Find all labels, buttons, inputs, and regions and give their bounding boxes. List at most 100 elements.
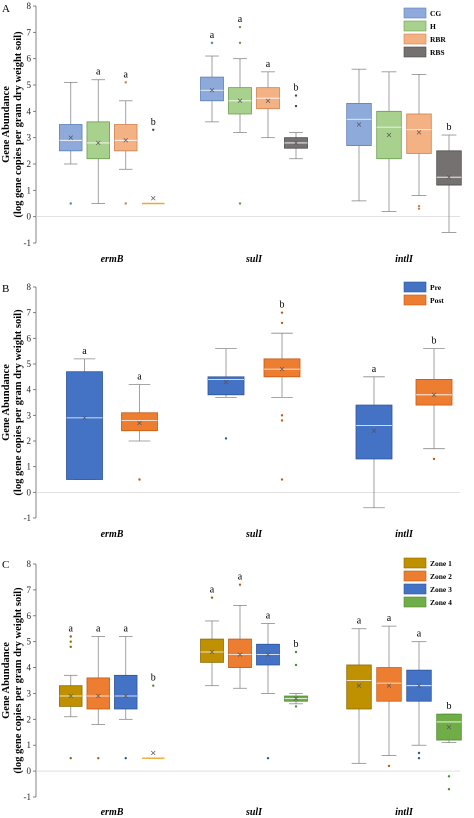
legend-label: RBS bbox=[430, 48, 445, 57]
legend-label: Post bbox=[430, 296, 444, 305]
significance-letter: a bbox=[69, 623, 74, 634]
mean-marker bbox=[371, 428, 377, 433]
panel-letter: C bbox=[2, 559, 9, 571]
box-zone-2-intli: a bbox=[376, 613, 402, 768]
category-label: ermB bbox=[101, 807, 124, 818]
box-post-ermb: a bbox=[121, 372, 158, 481]
box-pre-suli bbox=[207, 348, 245, 440]
y-tick-label: 0 bbox=[27, 212, 32, 222]
panel-B: B -1 0 1 2 3 4 5 6 7 8 Gene Abundance (log gene copi… bbox=[1, 281, 460, 540]
y-tick-label: 1 bbox=[27, 740, 32, 750]
mean-marker bbox=[386, 683, 392, 688]
mean-marker bbox=[123, 138, 128, 143]
box-body bbox=[200, 76, 224, 102]
outlier-point bbox=[294, 104, 298, 108]
box-zone-4-intli: b bbox=[436, 701, 462, 791]
significance-letter: b bbox=[151, 673, 156, 684]
significance-letter: a bbox=[124, 623, 129, 634]
outlier-point bbox=[69, 202, 72, 205]
outlier-point bbox=[280, 478, 284, 481]
panel-C: C -1 0 1 2 3 4 5 6 7 8 Gene Abundance (log gene copi… bbox=[1, 557, 462, 818]
significance-letter: a bbox=[82, 346, 87, 357]
panel-letter: A bbox=[2, 3, 10, 15]
significance-letter: a bbox=[96, 623, 101, 634]
box-zone-1-intli: a bbox=[346, 616, 372, 764]
significance-letter: b bbox=[294, 83, 299, 94]
outlier-point bbox=[238, 583, 242, 586]
y-tick-label: 2 bbox=[27, 436, 32, 446]
significance-letter: a bbox=[124, 69, 129, 80]
category-label: sulI bbox=[245, 254, 263, 265]
significance-letter: a bbox=[210, 30, 215, 41]
significance-letter: a bbox=[357, 616, 362, 627]
legend-swatch bbox=[403, 281, 427, 293]
box-body bbox=[355, 404, 393, 460]
legend-swatch bbox=[403, 33, 427, 45]
y-tick-label: -1 bbox=[24, 513, 32, 523]
significance-letter: a bbox=[238, 14, 243, 25]
box-zone-1-suli: a bbox=[200, 585, 224, 687]
mean-marker bbox=[356, 683, 362, 688]
mean-marker bbox=[68, 135, 73, 140]
box-body bbox=[86, 121, 110, 160]
significance-letter: b bbox=[447, 701, 452, 712]
mean-marker bbox=[209, 88, 215, 93]
legend-swatch bbox=[403, 20, 427, 32]
box-rbs-intli: b bbox=[436, 122, 462, 233]
mean-marker bbox=[446, 174, 452, 180]
box-zone-4-suli: b bbox=[284, 639, 308, 708]
outlier-point bbox=[294, 705, 298, 708]
y-axis-sublabel: (log gene copies per gram dry weight soi… bbox=[13, 587, 24, 774]
outlier-point bbox=[97, 756, 100, 760]
box-rbr-suli: a bbox=[256, 59, 280, 139]
box-rbs-suli: b bbox=[284, 83, 308, 160]
box-rbr-ermb: a bbox=[114, 69, 138, 205]
y-tick-label: 1 bbox=[27, 462, 32, 472]
outlier-point bbox=[69, 635, 72, 638]
legend-swatch bbox=[403, 596, 427, 608]
mean-marker bbox=[279, 366, 285, 372]
y-tick-label: 7 bbox=[27, 585, 32, 595]
mean-marker bbox=[416, 130, 422, 135]
box-body bbox=[86, 677, 110, 710]
significance-letter: a bbox=[387, 613, 392, 624]
box-rbr-intli bbox=[406, 74, 432, 210]
legend-label: CG bbox=[430, 9, 441, 18]
mean-marker bbox=[96, 140, 101, 146]
category-label: sulI bbox=[245, 807, 263, 818]
mean-marker bbox=[68, 693, 73, 699]
outlier-point bbox=[152, 128, 155, 131]
outlier-point bbox=[417, 756, 421, 760]
significance-letter: a bbox=[96, 67, 101, 78]
outlier-point bbox=[447, 775, 451, 778]
y-tick-label: 1 bbox=[27, 185, 32, 195]
y-axis-sublabel: (log gene copies per gram dry weight soi… bbox=[13, 309, 24, 496]
category-label: intlI bbox=[395, 529, 414, 540]
box-rbs-ermb: b bbox=[141, 117, 165, 205]
box-body bbox=[376, 667, 402, 702]
y-tick-label: 6 bbox=[27, 54, 32, 64]
mean-marker bbox=[151, 750, 156, 756]
mean-marker bbox=[446, 724, 452, 730]
y-tick-label: 4 bbox=[27, 663, 32, 673]
y-tick-label: 8 bbox=[27, 559, 32, 569]
y-tick-label: 7 bbox=[27, 308, 32, 318]
y-tick-label: 0 bbox=[27, 766, 32, 776]
y-tick-label: 2 bbox=[27, 714, 32, 724]
y-tick-label: 2 bbox=[27, 159, 32, 169]
significance-letter: b bbox=[151, 117, 156, 128]
y-tick-label: 5 bbox=[27, 80, 32, 90]
box-pre-intli: a bbox=[355, 364, 393, 509]
y-tick-label: 8 bbox=[27, 1, 32, 11]
outlier-point bbox=[417, 751, 421, 755]
y-tick-label: 7 bbox=[27, 27, 32, 37]
box-cg-suli: a bbox=[200, 30, 224, 123]
category-label: intlI bbox=[395, 807, 414, 818]
mean-marker bbox=[123, 693, 128, 699]
box-body bbox=[346, 664, 372, 710]
outlier-point bbox=[124, 756, 127, 760]
mean-marker bbox=[237, 652, 243, 657]
outlier-point bbox=[280, 419, 284, 422]
box-body bbox=[114, 674, 138, 710]
